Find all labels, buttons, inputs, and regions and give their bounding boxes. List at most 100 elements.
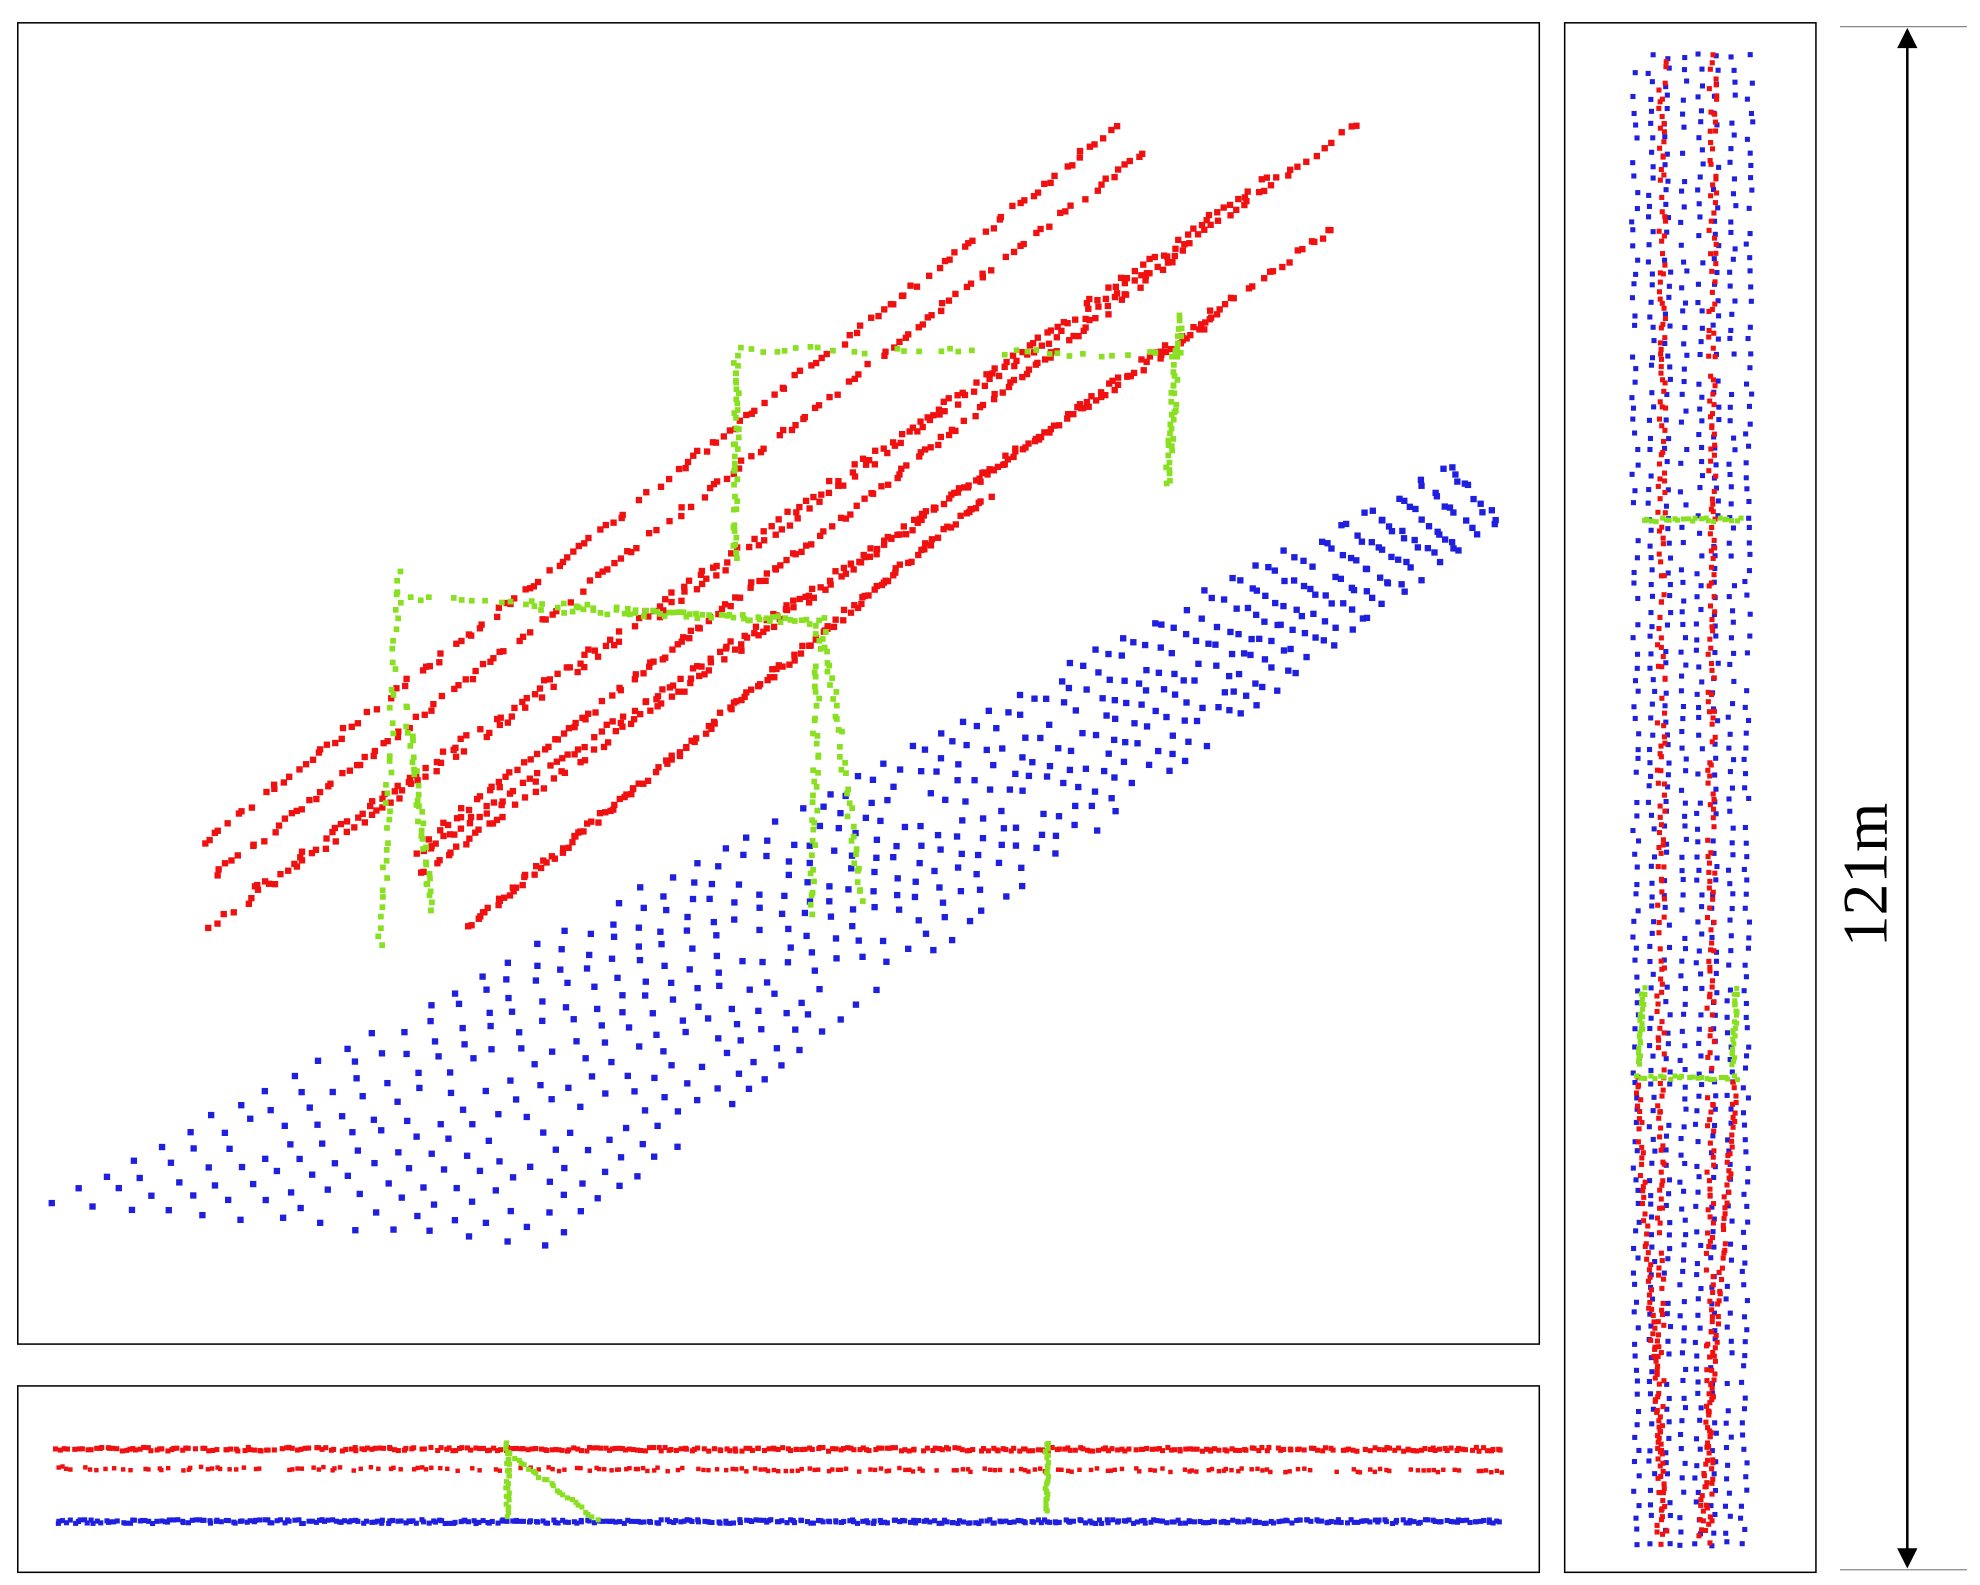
wire-point: [616, 1445, 622, 1451]
wire-point: [772, 566, 780, 573]
ground-point: [1272, 599, 1279, 607]
wire-point: [1351, 1467, 1357, 1472]
tower-point: [830, 696, 837, 702]
wire-point: [547, 762, 554, 769]
ground-point: [515, 1029, 523, 1036]
ground-point: [1696, 1071, 1702, 1077]
wire-point: [1704, 1403, 1710, 1409]
wire-point: [1711, 999, 1717, 1005]
ground-point: [351, 1058, 359, 1065]
ground-point: [1651, 919, 1657, 925]
wire-point: [1707, 1514, 1713, 1520]
wire-point: [1706, 1178, 1713, 1184]
tower-point: [833, 716, 840, 722]
ground-point: [1649, 1369, 1655, 1375]
wire-point: [1427, 1446, 1433, 1452]
wire-point: [460, 748, 468, 755]
wire-point: [1656, 844, 1662, 851]
wire-point: [590, 1445, 596, 1451]
wire-point: [857, 559, 865, 566]
wire-point: [1267, 182, 1275, 189]
ground-point: [1665, 56, 1671, 62]
tower-point: [807, 344, 814, 350]
ground-point: [1237, 577, 1244, 584]
tower-point: [1171, 373, 1178, 379]
tower-point: [1725, 1076, 1731, 1082]
tower-point: [694, 615, 701, 622]
ground-point: [1304, 1517, 1310, 1523]
ground-point: [1353, 557, 1360, 564]
wire-point: [1658, 1507, 1665, 1513]
ground-point: [1681, 598, 1687, 604]
ground-point: [750, 1058, 757, 1066]
tower-point: [539, 601, 545, 607]
ground-point: [1331, 642, 1338, 649]
tower-point: [817, 646, 824, 652]
ground-point: [1746, 919, 1752, 925]
ground-point: [1745, 1179, 1751, 1185]
wire-point: [499, 813, 506, 821]
wire-point: [480, 1445, 487, 1451]
wire-point: [363, 708, 371, 716]
wire-point: [1707, 636, 1713, 642]
ground-point: [1285, 667, 1292, 674]
wire-point: [272, 829, 279, 836]
ground-point: [1744, 486, 1750, 492]
ground-point: [468, 1198, 476, 1205]
wire-point: [271, 785, 278, 792]
ground-point: [1647, 746, 1653, 753]
wire-point: [889, 439, 897, 446]
ground-point: [94, 1518, 100, 1524]
wire-point: [564, 751, 571, 758]
wire-point: [1261, 275, 1268, 282]
wire-point: [590, 746, 598, 753]
wire-point: [631, 623, 639, 630]
wire-point: [687, 627, 695, 634]
tower-point: [734, 407, 741, 413]
wire-point: [527, 756, 534, 763]
tower-point: [419, 808, 426, 815]
tower-point: [526, 1466, 532, 1472]
wire-point: [1112, 283, 1120, 290]
ground-point: [1629, 219, 1635, 225]
wire-point: [1658, 1541, 1664, 1547]
ground-point: [1037, 734, 1044, 742]
wire-point: [1146, 255, 1153, 263]
ground-point: [1007, 1519, 1013, 1526]
wire-point: [1710, 345, 1716, 351]
ground-point: [479, 973, 486, 980]
ground-point: [1740, 1229, 1747, 1235]
wire-point: [1658, 635, 1664, 641]
ground-point: [1716, 313, 1722, 319]
ground-point: [1666, 1351, 1672, 1357]
wire-point: [228, 857, 235, 864]
tower-point: [573, 1499, 579, 1505]
wire-point: [1706, 1521, 1712, 1527]
ground-point: [931, 867, 938, 875]
ground-point: [1648, 1015, 1654, 1021]
ground-point: [771, 990, 778, 997]
ground-point: [338, 1113, 346, 1120]
wire-point: [631, 676, 639, 683]
ground-point: [1450, 545, 1457, 552]
ground-point: [666, 1519, 672, 1525]
ground-point: [621, 1520, 627, 1526]
wire-point: [1655, 1103, 1661, 1109]
ground-point: [1681, 1395, 1687, 1401]
wire-point: [337, 820, 345, 828]
ground-point: [1665, 178, 1671, 184]
ground-point: [1632, 313, 1638, 319]
ground-point: [1696, 1026, 1702, 1032]
tower-point: [1640, 1014, 1646, 1020]
wire-point: [1278, 1447, 1284, 1453]
ground-point: [1647, 446, 1653, 453]
ground-point: [1000, 825, 1008, 832]
ground-point: [1170, 624, 1177, 631]
wire-point: [1712, 111, 1718, 117]
ground-point: [1455, 1517, 1461, 1523]
wire-point: [346, 767, 354, 774]
wire-point: [850, 566, 857, 573]
ground-point: [1681, 204, 1687, 210]
wire-point: [107, 1445, 113, 1451]
wire-point: [848, 1445, 854, 1451]
